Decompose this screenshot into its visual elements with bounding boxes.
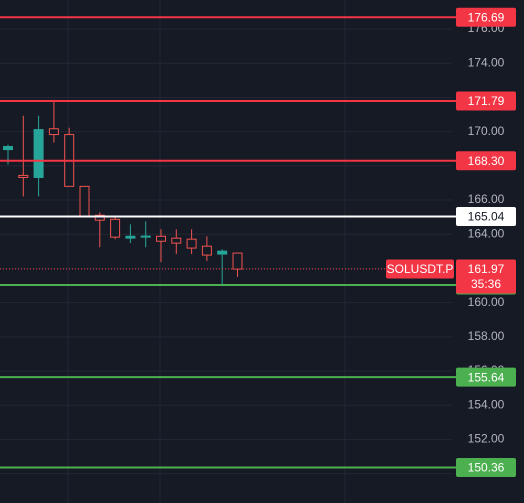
level-label: 155.64 xyxy=(468,370,505,384)
y-tick-label: 154.00 xyxy=(468,397,505,411)
symbol-label: SOLUSDT.P xyxy=(387,262,454,276)
candle-body xyxy=(48,128,59,136)
level-label-box xyxy=(456,367,516,387)
y-tick-label: 170.00 xyxy=(468,124,505,138)
y-tick-label: 164.00 xyxy=(468,226,505,240)
y-tick-label: 158.00 xyxy=(468,329,505,343)
candle-body xyxy=(186,238,197,249)
candle-body xyxy=(33,129,44,178)
level-label: 165.04 xyxy=(468,210,505,224)
candle-body xyxy=(3,146,13,151)
candle-body xyxy=(18,174,29,178)
candle-body xyxy=(110,218,121,238)
candle-body xyxy=(140,235,151,238)
level-label-box xyxy=(456,7,516,27)
grid xyxy=(0,28,452,475)
candle-body xyxy=(171,237,182,244)
candle-body xyxy=(201,245,212,256)
price-label: 161.97 xyxy=(468,262,505,276)
level-label-box xyxy=(456,206,516,226)
candle-body xyxy=(125,235,136,239)
candle-body xyxy=(94,214,105,221)
y-tick-label: 174.00 xyxy=(468,55,505,69)
level-label: 171.79 xyxy=(468,94,505,108)
y-tick-label: 152.00 xyxy=(468,432,505,446)
candle-body xyxy=(79,185,90,217)
level-label: 176.69 xyxy=(468,10,505,24)
candle-body xyxy=(156,235,166,242)
candle-body xyxy=(217,250,228,255)
overlays: 176.69171.79168.30165.04161.03155.64150.… xyxy=(0,7,516,477)
level-label-box xyxy=(456,91,516,111)
y-tick-label: 160.00 xyxy=(468,295,505,309)
symbol-label-box xyxy=(386,259,454,279)
candle-body xyxy=(232,252,243,270)
level-label-box xyxy=(456,151,516,171)
level-label: 150.36 xyxy=(468,461,505,475)
level-label: 168.30 xyxy=(468,154,505,168)
level-label-box xyxy=(456,457,516,477)
price-label-box xyxy=(456,259,516,294)
countdown-label: 35:36 xyxy=(471,277,501,291)
y-tick-label: 166.00 xyxy=(468,192,505,206)
